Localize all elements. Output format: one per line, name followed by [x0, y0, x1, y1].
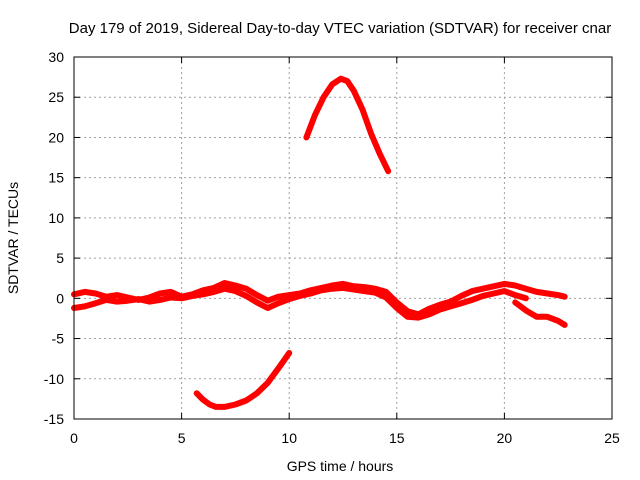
- y-tick-label-6: 15: [48, 170, 64, 186]
- y-axis-label: SDTVAR / TECUs: [5, 182, 21, 294]
- y-tick-label-4: 5: [56, 250, 64, 266]
- y-tick-label-0: -15: [44, 411, 64, 427]
- y-tick-label-8: 25: [48, 89, 64, 105]
- series-line-trough-arc: [193, 350, 293, 410]
- y-tick-label-7: 20: [48, 129, 64, 145]
- series-line-late-tail: [512, 299, 568, 328]
- x-tick-label-0: 0: [70, 430, 78, 446]
- series-line-main-band-B: [71, 284, 529, 321]
- y-tick-label-1: -10: [44, 371, 64, 387]
- x-tick-label-4: 20: [497, 430, 513, 446]
- x-axis-label: GPS time / hours: [287, 458, 394, 474]
- y-tick-label-5: 10: [48, 210, 64, 226]
- grid-layer: [73, 56, 613, 420]
- series-line-peak-arc: [303, 75, 392, 175]
- chart-title: Day 179 of 2019, Sidereal Day-to-day VTE…: [69, 20, 611, 37]
- x-tick-label-5: 25: [604, 430, 620, 446]
- y-tick-labels: -15 -10 -5 0 5 10 15 20 25 30: [44, 49, 64, 427]
- y-tick-label-2: -5: [52, 331, 65, 347]
- x-tick-label-1: 5: [178, 430, 186, 446]
- y-tick-label-3: 0: [56, 290, 64, 306]
- series-layer: [71, 75, 568, 410]
- x-tick-label-2: 10: [281, 430, 297, 446]
- plot-frame: [73, 56, 613, 420]
- y-tick-label-9: 30: [48, 49, 64, 65]
- x-tick-label-3: 15: [389, 430, 405, 446]
- x-tick-labels: 0 5 10 15 20 25: [70, 430, 620, 446]
